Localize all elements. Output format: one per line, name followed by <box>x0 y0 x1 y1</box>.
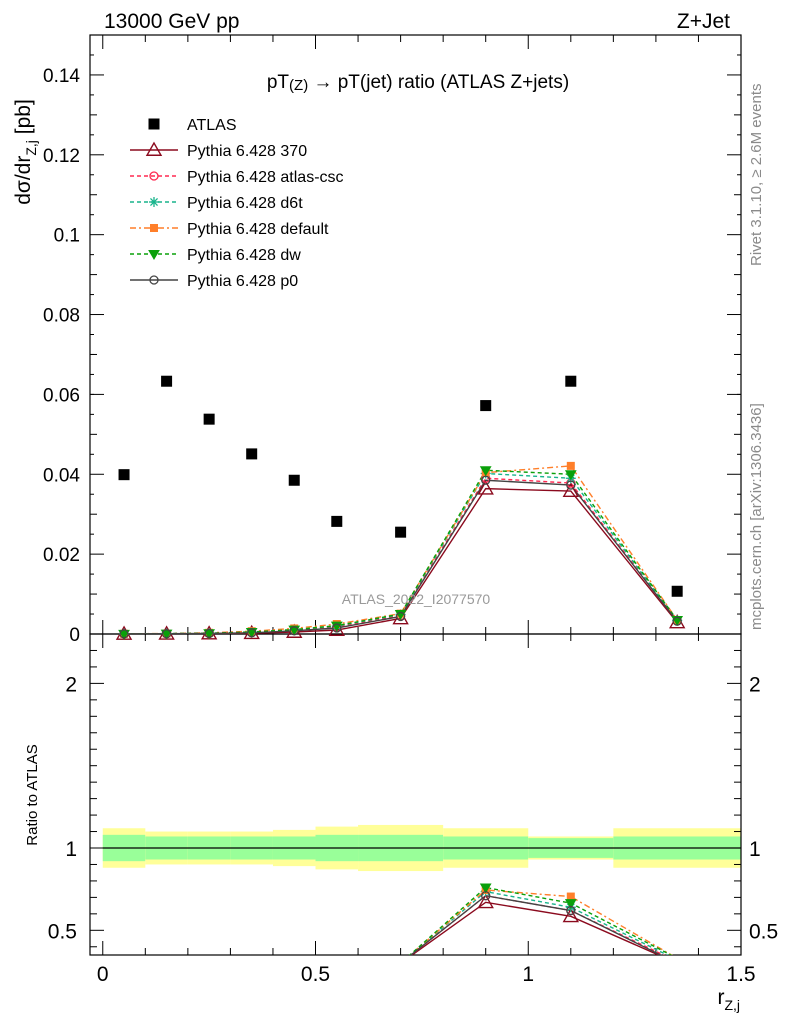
legend-marker-1 <box>149 171 159 181</box>
legend-marker-2 <box>149 197 159 207</box>
y-tick-label-7: 0.14 <box>43 66 80 87</box>
series-5-ratio-point-7 <box>481 891 491 901</box>
series-line-4 <box>124 469 678 634</box>
x-tick-label-0: 0 <box>97 963 109 986</box>
series-line-3 <box>124 465 678 634</box>
data-point-9 <box>671 585 683 597</box>
legend-label-2: Pythia 6.428 d6t <box>187 195 303 212</box>
y-tick-label-2: 0.04 <box>43 465 80 486</box>
rivet-label: Rivet 3.1.10, ≥ 2.6M events <box>748 84 765 267</box>
legend-marker-5 <box>149 275 159 285</box>
header-right: Z+Jet <box>677 10 730 33</box>
series-5-point-0 <box>119 629 129 639</box>
series-0-ratio-point-8 <box>562 907 580 923</box>
x-axis-label: rZ,j <box>717 986 740 1013</box>
legend-marker-3 <box>150 224 158 232</box>
y-tick-label-6: 0.12 <box>43 146 80 167</box>
series-3-point-8 <box>566 461 575 470</box>
legend-label-5: Pythia 6.428 p0 <box>187 273 298 290</box>
legend-label-1: Pythia 6.428 atlas-csc <box>187 169 344 186</box>
series-markers <box>115 375 686 923</box>
y-tick-label-4: 0.08 <box>43 306 80 327</box>
series-0-point-7 <box>477 480 494 495</box>
series-5-point-7 <box>481 475 491 485</box>
x-tick-label-2: 1 <box>522 963 534 986</box>
ratio-axis-label: Ratio to ATLAS <box>24 744 41 845</box>
legend-marker-2-stroke <box>150 198 158 206</box>
y-tick-label-3: 0.06 <box>43 385 80 406</box>
uncertainty-bands <box>102 824 741 872</box>
watermark: ATLAS_2022_I2077570 <box>342 591 491 607</box>
series-4-point-7 <box>479 466 492 477</box>
series-3-ratio-point-8 <box>566 892 575 901</box>
ratio-tick-label-1: 1 <box>65 838 77 861</box>
series-0-point-8 <box>562 482 580 497</box>
ratio-frame <box>89 633 742 956</box>
series-5-point-9 <box>672 616 682 626</box>
series-5-ratio-point-8 <box>566 905 576 916</box>
data-point-4 <box>288 474 300 486</box>
data-point-5 <box>331 515 343 527</box>
series-5-point-8 <box>566 480 576 490</box>
data-point-6 <box>395 526 407 538</box>
series-5-point-1 <box>161 629 172 639</box>
series-5-point-4 <box>289 626 299 636</box>
series-0-ratio-point-7 <box>477 893 494 909</box>
series-5-point-6 <box>395 611 406 622</box>
y-tick-label-1: 0.02 <box>43 545 80 566</box>
series-5-point-3 <box>247 628 257 638</box>
ratio-line-0 <box>410 901 661 955</box>
y-tick-label-0: 0 <box>69 625 80 646</box>
legend-label-3: Pythia 6.428 default <box>187 221 329 238</box>
data-point-0 <box>118 469 130 481</box>
series-line-5 <box>124 479 678 634</box>
data-point-7 <box>480 400 492 412</box>
ratio-series-lines <box>408 886 673 955</box>
chart-title: pT(Z) → pT(jet) ratio (ATLAS Z+jets) <box>267 72 569 94</box>
series-4-ratio-point-8 <box>564 899 577 910</box>
ratio-series-markers <box>477 883 580 923</box>
legend-marker-4 <box>148 250 160 260</box>
series-lines <box>124 465 678 955</box>
data-point-8 <box>565 375 577 387</box>
ratio-tick-label-right-1: 1 <box>749 838 761 861</box>
legend-label-data: ATLAS <box>187 117 237 134</box>
series-4-ratio-point-7 <box>479 883 492 894</box>
ratio-tick-label-right-2: 2 <box>749 673 761 696</box>
ratio-tick-label-right-0: 0.5 <box>749 920 778 943</box>
mcplots-label: mcplots.cern.ch [arXiv:1306.3436] <box>748 403 765 630</box>
data-point-1 <box>161 375 173 387</box>
legend-marker-0 <box>145 141 163 156</box>
x-tick-label-1: 0.5 <box>301 963 330 986</box>
series-5-point-5 <box>332 623 342 633</box>
ratio-tick-label-0: 0.5 <box>48 920 77 943</box>
main-series-lines <box>124 465 678 634</box>
y-tick-label-5: 0.1 <box>54 226 80 247</box>
axes-frame: 00.020.040.060.080.10.120.140.5 0.51 12 20 0… <box>43 34 778 986</box>
legend-marker-data <box>148 118 160 130</box>
legend: ATLAS Pythia 6.428 370 Pythia 6.428 atlas-… <box>130 117 344 290</box>
y-axis-label: dσ/drZ,j [pb] <box>12 99 39 205</box>
data-point-2 <box>203 413 215 425</box>
ratio-tick-label-2: 2 <box>65 673 77 696</box>
data-point-3 <box>246 448 258 460</box>
series-4-point-8 <box>564 470 577 481</box>
header-left: 13000 GeV pp <box>104 10 239 33</box>
legend-label-4: Pythia 6.428 dw <box>187 247 301 264</box>
x-tick-label-3: 1.5 <box>726 963 755 986</box>
ratio-line-5 <box>409 894 663 955</box>
series-5-point-2 <box>204 628 214 639</box>
legend-label-0: Pythia 6.428 370 <box>187 143 307 160</box>
